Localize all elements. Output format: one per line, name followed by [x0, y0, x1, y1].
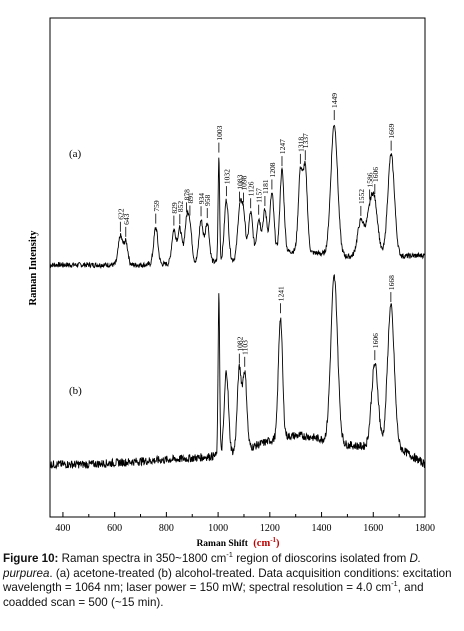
peak-label: 643 [122, 213, 131, 225]
caption-text-1: Raman spectra in 350~1800 cm [58, 552, 227, 565]
peak-label: 878 [183, 189, 192, 201]
peak-label: 1181 [261, 179, 270, 194]
spectrum-line [49, 274, 426, 470]
peak-label: 958 [203, 195, 212, 207]
x-tick-label: 1200 [260, 523, 280, 534]
peak-label: 1126 [247, 181, 256, 196]
plot-frame [49, 17, 426, 518]
series-a-label: (a) [69, 148, 82, 160]
x-axis-label-text: Raman Shift [196, 539, 248, 548]
caption-superscript-1: -1 [226, 550, 233, 559]
spectra-group [49, 124, 426, 470]
peak-label: 891 [186, 192, 195, 204]
figure-caption: Figure 10: Raman spectra in 350~1800 cm-… [3, 550, 461, 610]
peak-label: 1668 [387, 275, 396, 290]
peak-label: 1241 [276, 286, 285, 301]
peak-label: 1098 [239, 175, 248, 190]
x-axis-unit-exponent: -1 [270, 536, 276, 544]
x-tick-label: 1800 [415, 523, 435, 534]
peak-label: 1669 [387, 123, 396, 138]
caption-text-2: region of dioscorins isolated from [232, 552, 410, 565]
peak-label: 829 [170, 202, 179, 214]
peak-label: 1247 [278, 139, 287, 154]
x-tick-label: 1600 [363, 523, 383, 534]
peak-label: 1032 [222, 169, 231, 184]
peak-label: 1552 [357, 189, 366, 204]
peak-label: 1157 [255, 188, 264, 203]
x-axis: 400 600 800 1000 1200 1400 1600 1800 [55, 512, 435, 534]
caption-figure-label: Figure 10: [3, 552, 59, 565]
peak-label: 1003 [215, 125, 224, 140]
x-tick-label: 400 [55, 523, 70, 534]
peak-label: 759 [152, 200, 161, 212]
peak-label: 1083 [236, 174, 245, 189]
caption-species: D. purpurea [3, 552, 422, 580]
x-tick-label: 1400 [312, 523, 332, 534]
peak-label: 1606 [371, 333, 380, 348]
raman-figure: 622 643 759 829 852 878 891 934 958 1003 1032 1083 1… [28, 17, 435, 549]
series-b-label: (b) [69, 385, 82, 397]
peak-label: 1337 [301, 133, 310, 148]
peak-label: 622 [116, 208, 125, 219]
y-axis-label: Raman Intensity [28, 230, 39, 306]
peak-label: 1449 [330, 93, 339, 108]
x-tick-label: 800 [159, 523, 174, 534]
caption-text-3: . (a) acetone-treated (b) alcohol-treate… [3, 566, 452, 595]
spectrum-line [49, 124, 426, 270]
peak-label: 1103 [241, 340, 250, 355]
peak-label: 1606 [371, 167, 380, 182]
caption-text-4: , and coadded scan = 500 (~15 min). [3, 581, 424, 609]
caption-superscript-2: -1 [391, 579, 398, 589]
x-axis-label: Raman Shift (cm-1) [196, 536, 280, 548]
peak-label: 852 [176, 201, 185, 213]
peak-label: 1082 [235, 336, 244, 351]
peak-label: 934 [197, 193, 206, 205]
peak-label: 1318 [296, 137, 305, 152]
peak-label: 1208 [268, 162, 277, 177]
x-tick-label: 600 [107, 523, 122, 534]
x-axis-unit: (cm-1) [253, 536, 280, 548]
peak-label: 1586 [366, 172, 375, 187]
x-tick-label: 1000 [208, 523, 228, 534]
